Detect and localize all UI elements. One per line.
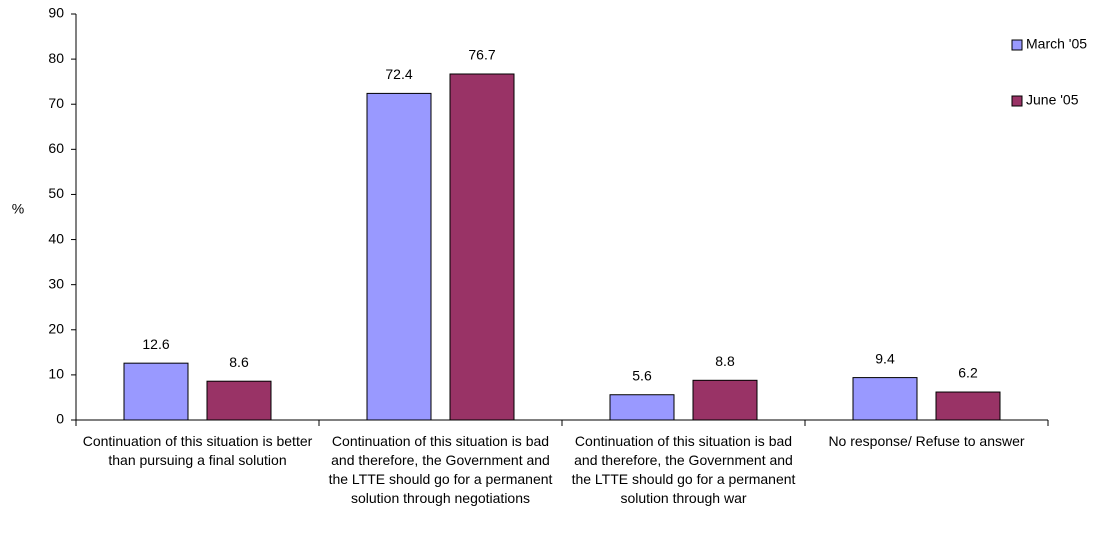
value-label: 12.6 <box>142 336 169 352</box>
value-label: 8.8 <box>715 353 735 369</box>
x-tick-label: Continuation of this situation is bad an… <box>571 433 796 506</box>
y-tick-label: 40 <box>48 230 64 246</box>
value-label: 9.4 <box>875 350 895 366</box>
bar <box>692 379 758 421</box>
y-tick-label: 90 <box>48 5 64 21</box>
y-tick-label: 10 <box>48 366 64 382</box>
y-tick-label: 50 <box>48 185 64 201</box>
y-tick-label: 30 <box>48 275 64 291</box>
y-tick-label: 80 <box>48 50 64 66</box>
bar <box>609 394 675 421</box>
bar <box>366 92 432 421</box>
bar <box>852 377 918 421</box>
bar <box>449 73 515 421</box>
value-label: 72.4 <box>385 66 412 82</box>
y-tick-label: 0 <box>56 411 64 427</box>
x-tick-label: No response/ Refuse to answer <box>828 433 1025 449</box>
x-tick-label: Continuation of this situation is better… <box>82 433 313 468</box>
y-axis-label: % <box>12 201 24 217</box>
value-label: 5.6 <box>632 367 652 383</box>
legend-swatch <box>1011 95 1023 107</box>
y-tick-label: 20 <box>48 320 64 336</box>
bar <box>935 391 1001 421</box>
y-tick-label: 60 <box>48 140 64 156</box>
value-label: 6.2 <box>958 365 978 381</box>
y-tick-label: 70 <box>48 95 64 111</box>
legend-label: March '05 <box>1026 36 1087 52</box>
legend-swatch <box>1011 39 1023 51</box>
bar <box>206 380 272 421</box>
value-label: 76.7 <box>468 47 495 63</box>
legend-label: June '05 <box>1026 92 1079 108</box>
x-tick-label: Continuation of this situation is bad an… <box>328 433 553 506</box>
value-label: 8.6 <box>229 354 249 370</box>
bar <box>123 362 189 421</box>
